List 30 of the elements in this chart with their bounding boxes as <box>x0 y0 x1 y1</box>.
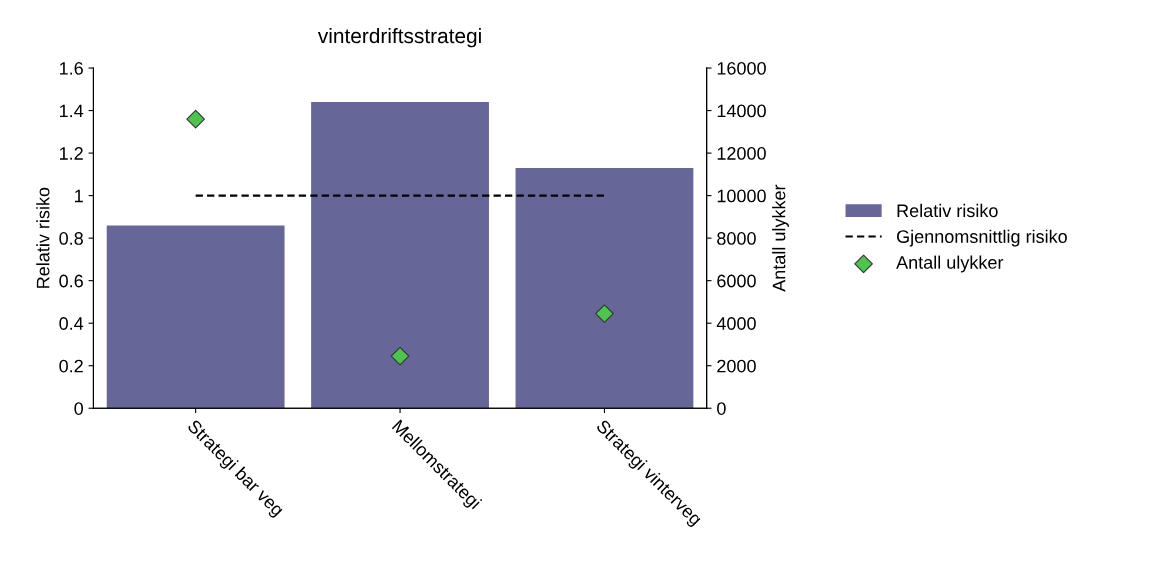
point <box>390 346 410 366</box>
y2-tick-label: 16000 <box>717 61 766 75</box>
legend-label: Relativ risiko <box>897 203 998 218</box>
y-tick-label: 0 <box>74 402 84 415</box>
point <box>595 304 614 323</box>
bar <box>311 102 489 409</box>
y2-tick-label: 2000 <box>717 359 756 373</box>
y2-tick-label: 8000 <box>717 232 756 245</box>
legend-label: Gjennomsnittlig risiko <box>896 229 1067 247</box>
y-tick-label: 0.4 <box>59 317 84 330</box>
bar <box>106 225 285 409</box>
y-axis-title: Relativ risiko <box>36 187 50 288</box>
y2-axis-title: Antall ulykker <box>772 184 789 292</box>
bar <box>515 167 694 409</box>
point <box>186 109 205 129</box>
chart-title: vinterdriftsstrategi <box>317 27 481 48</box>
y2-tick-label: 14000 <box>717 104 766 118</box>
y-tick-label: 1.4 <box>60 104 84 118</box>
y-tick-label: 1 <box>75 189 83 203</box>
y2-tick-label: 4000 <box>716 317 756 330</box>
y2-tick-label: 0 <box>717 402 726 415</box>
y2-tick-label: 6000 <box>717 274 756 288</box>
legend-label: Antall ulykker <box>896 255 1004 273</box>
y-tick-label: 0.6 <box>59 274 83 288</box>
y2-tick-label: 10000 <box>717 189 766 203</box>
y-tick-label: 0.2 <box>59 359 83 373</box>
y-tick-label: 1.2 <box>60 147 83 160</box>
y-tick-label: 0.8 <box>59 232 83 245</box>
y2-tick-label: 12000 <box>717 147 766 160</box>
y-tick-label: 1.6 <box>60 61 83 75</box>
